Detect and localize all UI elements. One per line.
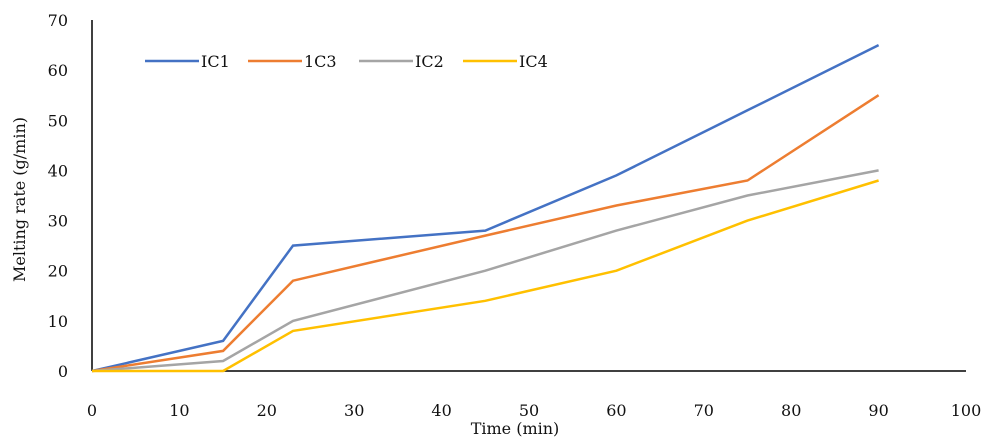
x-tick-label: 0 bbox=[87, 401, 97, 420]
series-line-ic1 bbox=[91, 43, 880, 373]
legend-label: IC4 bbox=[519, 52, 548, 71]
x-tick-label: 80 bbox=[781, 401, 801, 420]
legend-item-1c3: 1C3 bbox=[248, 52, 337, 71]
x-tick-label: 70 bbox=[694, 401, 714, 420]
series-line-1c3 bbox=[91, 94, 880, 373]
axes bbox=[91, 20, 966, 372]
series-line-ic2 bbox=[91, 169, 879, 373]
y-tick-label: 70 bbox=[48, 11, 68, 30]
x-tick-label: 90 bbox=[868, 401, 888, 420]
y-tick-label: 0 bbox=[58, 362, 68, 381]
x-axis-title: Time (min) bbox=[471, 419, 560, 438]
x-tick-label: 40 bbox=[431, 401, 451, 420]
y-tick-labels: 0 10 20 30 40 50 60 70 bbox=[48, 11, 68, 381]
y-tick-label: 60 bbox=[48, 61, 68, 80]
legend: IC1 1C3 IC2 IC4 bbox=[145, 52, 548, 71]
series-line-ic4 bbox=[92, 179, 879, 373]
y-tick-label: 10 bbox=[48, 312, 68, 331]
legend-item-ic4: IC4 bbox=[463, 52, 548, 71]
legend-item-ic1: IC1 bbox=[145, 52, 230, 71]
x-tick-labels: 0 10 20 30 40 50 60 70 80 90 100 bbox=[87, 401, 981, 420]
x-tick-label: 50 bbox=[519, 401, 539, 420]
legend-label: IC2 bbox=[415, 52, 444, 71]
y-tick-label: 30 bbox=[48, 212, 68, 231]
y-tick-label: 50 bbox=[48, 111, 68, 130]
x-tick-label: 10 bbox=[169, 401, 189, 420]
x-tick-label: 60 bbox=[606, 401, 626, 420]
x-tick-label: 20 bbox=[257, 401, 277, 420]
legend-label: IC1 bbox=[201, 52, 230, 71]
y-tick-label: 20 bbox=[48, 262, 68, 281]
x-tick-label: 30 bbox=[344, 401, 364, 420]
legend-item-ic2: IC2 bbox=[359, 52, 444, 71]
x-tick-label: 100 bbox=[951, 401, 982, 420]
series-lines bbox=[91, 43, 880, 373]
y-tick-label: 40 bbox=[48, 161, 68, 180]
legend-label: 1C3 bbox=[304, 52, 337, 71]
y-axis-title: Melting rate (g/min) bbox=[10, 117, 29, 282]
